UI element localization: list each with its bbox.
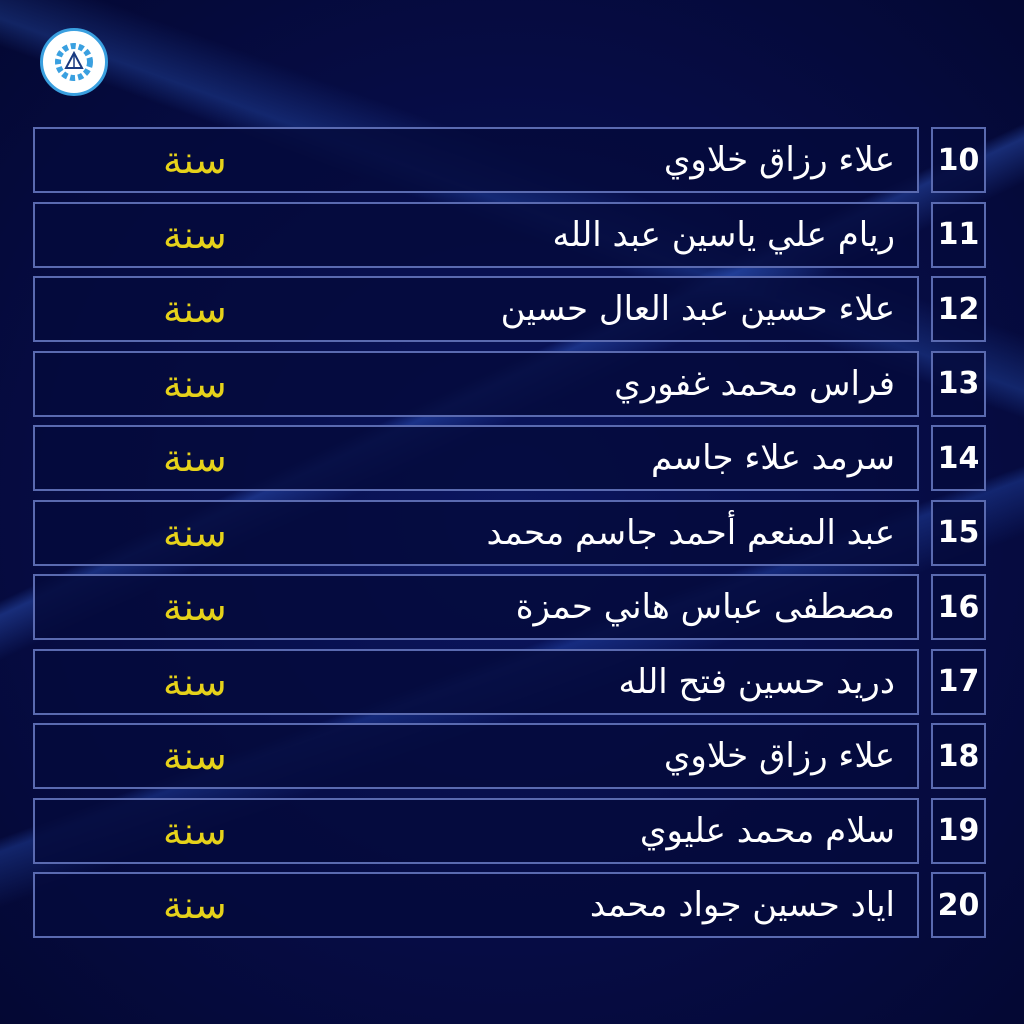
name-cell: مصطفى عباس هاني حمزة سنة [33, 574, 919, 640]
unit-label: سنة [163, 510, 227, 555]
row-number: 11 [931, 201, 986, 268]
name-cell: علاء رزاق خلاوي سنة [33, 127, 919, 193]
list-item: فراس محمد غفوري سنة 13 [33, 350, 986, 417]
unit-label: سنة [163, 436, 227, 480]
list-item: علاء حسين عبد العال حسين سنة 12 [33, 276, 986, 342]
list-item: سرمد علاء جاسم سنة 14 [33, 425, 986, 491]
engineers-syndicate-logo [40, 28, 108, 96]
name-cell: علاء رزاق خلاوي سنة [33, 723, 919, 789]
name-cell: سلام محمد عليوي سنة [33, 797, 919, 864]
row-number: 18 [931, 723, 986, 789]
names-list: علاء رزاق خلاوي سنة 10 ريام علي ياسين عب… [33, 127, 986, 938]
name-cell: ريام علي ياسين عبد الله سنة [33, 201, 919, 268]
list-item: دريد حسين فتح الله سنة 17 [33, 648, 986, 715]
name-cell: اياد حسين جواد محمد سنة [33, 872, 919, 938]
list-item: سلام محمد عليوي سنة 19 [33, 797, 986, 864]
row-number: 19 [931, 797, 986, 864]
unit-label: سنة [163, 659, 227, 704]
unit-label: سنة [163, 883, 227, 927]
unit-label: سنة [163, 734, 227, 778]
person-name: دريد حسين فتح الله [618, 661, 895, 702]
list-item: علاء رزاق خلاوي سنة 10 [33, 127, 986, 193]
row-number: 16 [931, 574, 986, 640]
name-cell: عبد المنعم أحمد جاسم محمد سنة [33, 499, 919, 566]
person-name: علاء رزاق خلاوي [663, 140, 895, 180]
row-number: 14 [931, 425, 986, 491]
person-name: عبد المنعم أحمد جاسم محمد [486, 512, 896, 553]
unit-label: سنة [163, 585, 227, 629]
name-cell: سرمد علاء جاسم سنة [33, 425, 919, 491]
row-number: 20 [931, 872, 986, 938]
name-cell: دريد حسين فتح الله سنة [33, 648, 919, 715]
list-item: ريام علي ياسين عبد الله سنة 11 [33, 201, 986, 268]
unit-label: سنة [163, 361, 227, 406]
row-number: 17 [931, 648, 986, 715]
list-item: عبد المنعم أحمد جاسم محمد سنة 15 [33, 499, 986, 566]
gear-triangle-emblem-icon [55, 43, 93, 81]
row-number: 13 [931, 350, 986, 417]
person-name: سرمد علاء جاسم [651, 438, 895, 478]
name-cell: فراس محمد غفوري سنة [33, 350, 919, 417]
row-number: 10 [931, 127, 986, 193]
unit-label: سنة [163, 808, 227, 853]
row-number: 12 [931, 276, 986, 342]
person-name: علاء حسين عبد العال حسين [500, 289, 895, 329]
list-item: مصطفى عباس هاني حمزة سنة 16 [33, 574, 986, 640]
person-name: فراس محمد غفوري [614, 363, 895, 404]
person-name: مصطفى عباس هاني حمزة [515, 587, 895, 627]
list-item: اياد حسين جواد محمد سنة 20 [33, 872, 986, 938]
row-number: 15 [931, 499, 986, 566]
unit-label: سنة [163, 287, 227, 331]
unit-label: سنة [163, 138, 227, 182]
unit-label: سنة [163, 212, 227, 257]
person-name: علاء رزاق خلاوي [663, 736, 895, 776]
list-item: علاء رزاق خلاوي سنة 18 [33, 723, 986, 789]
person-name: ريام علي ياسين عبد الله [552, 214, 895, 255]
name-cell: علاء حسين عبد العال حسين سنة [33, 276, 919, 342]
person-name: اياد حسين جواد محمد [589, 885, 895, 925]
person-name: سلام محمد عليوي [639, 810, 895, 851]
